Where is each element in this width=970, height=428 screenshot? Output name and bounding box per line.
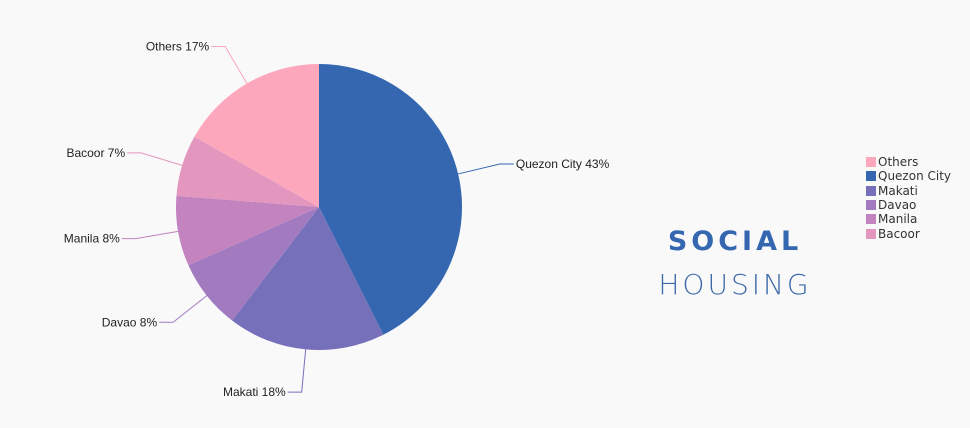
data-label: Manila 8% — [64, 232, 120, 246]
legend-item[interactable]: Davao — [866, 198, 951, 212]
legend-item[interactable]: Others — [866, 155, 951, 169]
legend-item[interactable]: Manila — [866, 212, 951, 226]
data-label: Makati 18% — [223, 385, 286, 399]
legend-label: Bacoor — [878, 226, 920, 241]
legend-label: Quezon City — [878, 169, 952, 184]
legend: Others Quezon City Makati Davao Manila Bacoor — [866, 155, 951, 241]
legend-swatch — [866, 200, 876, 211]
legend-swatch — [866, 228, 876, 239]
pie-slice-quezon-city[interactable] — [319, 64, 462, 335]
pie-slice-makati[interactable] — [232, 207, 384, 350]
label-line — [127, 152, 183, 166]
legend-item[interactable]: Makati — [866, 184, 951, 198]
legend-item[interactable]: Bacoor — [866, 226, 951, 241]
title-social: SOCIAL — [667, 226, 803, 257]
pie-slice-davao[interactable] — [188, 207, 319, 321]
legend-label: Manila — [878, 212, 918, 227]
label-line — [458, 163, 514, 175]
pie-slice-others[interactable] — [194, 64, 319, 207]
legend-swatch — [866, 214, 876, 225]
label-line — [211, 45, 248, 84]
legend-label: Davao — [878, 198, 917, 213]
legend-swatch — [866, 185, 876, 196]
data-label: Davao 8% — [102, 315, 158, 329]
legend-label: Others — [878, 155, 919, 170]
title-housing: HOUSING — [658, 268, 812, 301]
legend-item[interactable]: Quezon City — [866, 169, 951, 183]
legend-swatch — [866, 157, 876, 168]
pie-slice-bacoor[interactable] — [176, 136, 319, 207]
pie-slice-manila[interactable] — [176, 195, 319, 266]
label-line — [159, 295, 208, 323]
data-label: Quezon City 43% — [516, 157, 610, 171]
label-line — [121, 230, 179, 240]
data-label: Others 17% — [146, 39, 210, 53]
label-line — [287, 349, 307, 393]
data-label: Bacoor 7% — [66, 146, 125, 160]
legend-label: Makati — [878, 183, 918, 198]
legend-swatch — [866, 171, 876, 182]
